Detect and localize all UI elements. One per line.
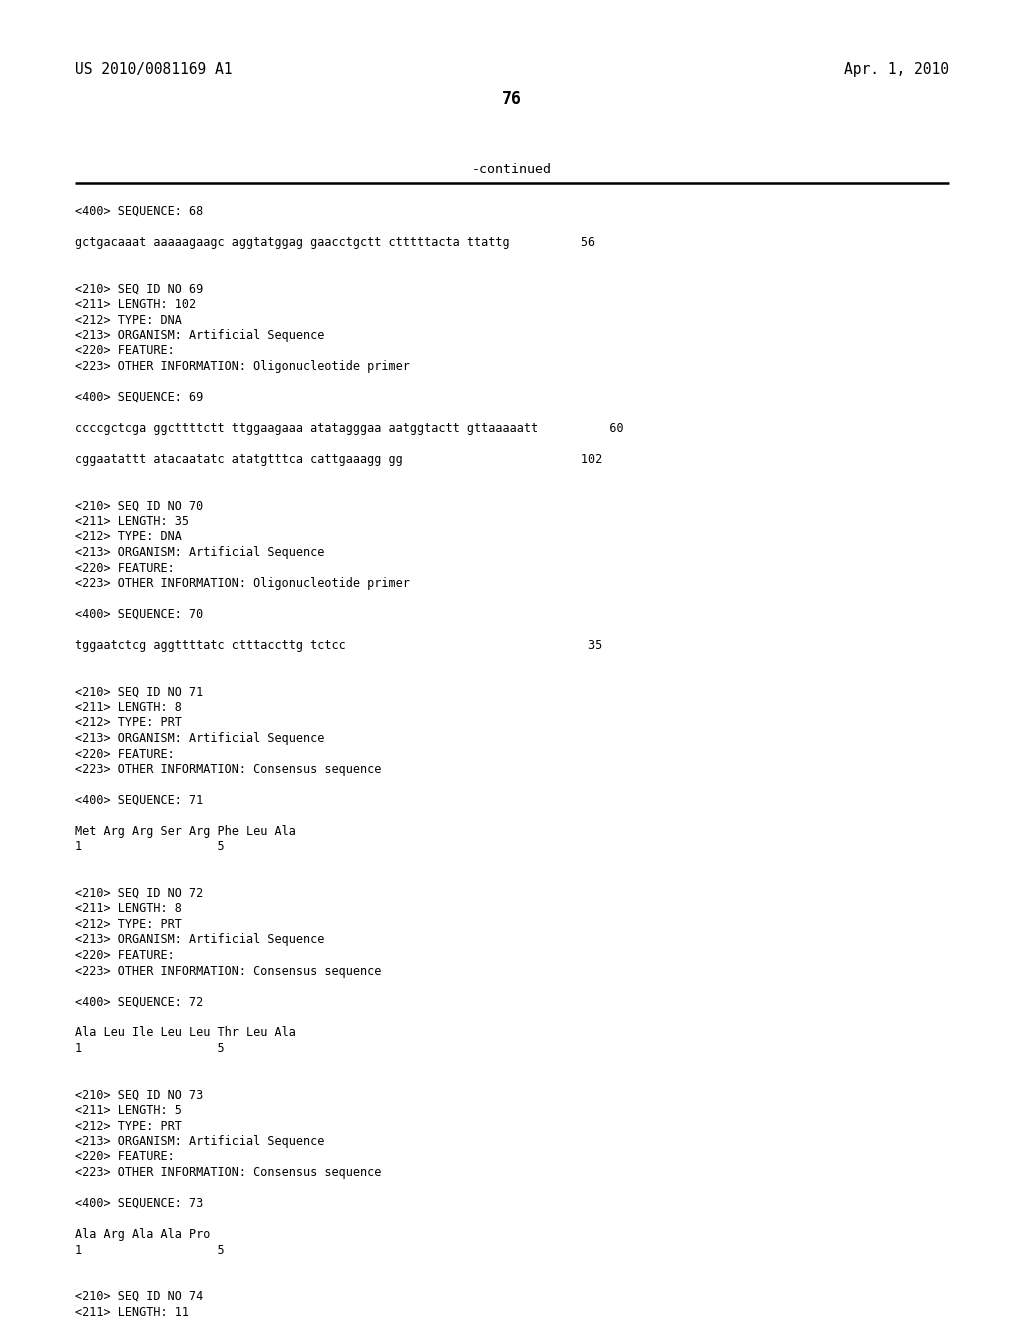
Text: Met Arg Arg Ser Arg Phe Leu Ala: Met Arg Arg Ser Arg Phe Leu Ala xyxy=(75,825,296,838)
Text: ccccgctcga ggcttttctt ttggaagaaa atatagggaa aatggtactt gttaaaaatt          60: ccccgctcga ggcttttctt ttggaagaaa atatagg… xyxy=(75,422,624,436)
Text: <400> SEQUENCE: 70: <400> SEQUENCE: 70 xyxy=(75,609,203,620)
Text: <212> TYPE: PRT: <212> TYPE: PRT xyxy=(75,1119,182,1133)
Text: <210> SEQ ID NO 73: <210> SEQ ID NO 73 xyxy=(75,1089,203,1101)
Text: <213> ORGANISM: Artificial Sequence: <213> ORGANISM: Artificial Sequence xyxy=(75,733,325,744)
Text: <210> SEQ ID NO 72: <210> SEQ ID NO 72 xyxy=(75,887,203,900)
Text: <220> FEATURE:: <220> FEATURE: xyxy=(75,561,175,574)
Text: <400> SEQUENCE: 72: <400> SEQUENCE: 72 xyxy=(75,995,203,1008)
Text: <223> OTHER INFORMATION: Oligonucleotide primer: <223> OTHER INFORMATION: Oligonucleotide… xyxy=(75,360,410,374)
Text: <400> SEQUENCE: 71: <400> SEQUENCE: 71 xyxy=(75,795,203,807)
Text: <220> FEATURE:: <220> FEATURE: xyxy=(75,949,175,962)
Text: 1                   5: 1 5 xyxy=(75,841,224,854)
Text: <220> FEATURE:: <220> FEATURE: xyxy=(75,1151,175,1163)
Text: <400> SEQUENCE: 73: <400> SEQUENCE: 73 xyxy=(75,1197,203,1210)
Text: <223> OTHER INFORMATION: Consensus sequence: <223> OTHER INFORMATION: Consensus seque… xyxy=(75,763,381,776)
Text: <212> TYPE: PRT: <212> TYPE: PRT xyxy=(75,917,182,931)
Text: 1                   5: 1 5 xyxy=(75,1243,224,1257)
Text: <213> ORGANISM: Artificial Sequence: <213> ORGANISM: Artificial Sequence xyxy=(75,329,325,342)
Text: <211> LENGTH: 11: <211> LENGTH: 11 xyxy=(75,1305,189,1319)
Text: <210> SEQ ID NO 74: <210> SEQ ID NO 74 xyxy=(75,1290,203,1303)
Text: <211> LENGTH: 35: <211> LENGTH: 35 xyxy=(75,515,189,528)
Text: Apr. 1, 2010: Apr. 1, 2010 xyxy=(844,62,949,77)
Text: <400> SEQUENCE: 69: <400> SEQUENCE: 69 xyxy=(75,391,203,404)
Text: <211> LENGTH: 8: <211> LENGTH: 8 xyxy=(75,903,182,916)
Text: <212> TYPE: DNA: <212> TYPE: DNA xyxy=(75,531,182,544)
Text: cggaatattt atacaatatc atatgtttca cattgaaagg gg                         102: cggaatattt atacaatatc atatgtttca cattgaa… xyxy=(75,453,602,466)
Text: Ala Leu Ile Leu Leu Thr Leu Ala: Ala Leu Ile Leu Leu Thr Leu Ala xyxy=(75,1027,296,1040)
Text: <223> OTHER INFORMATION: Consensus sequence: <223> OTHER INFORMATION: Consensus seque… xyxy=(75,1166,381,1179)
Text: 1                   5: 1 5 xyxy=(75,1041,224,1055)
Text: <213> ORGANISM: Artificial Sequence: <213> ORGANISM: Artificial Sequence xyxy=(75,546,325,558)
Text: <223> OTHER INFORMATION: Consensus sequence: <223> OTHER INFORMATION: Consensus seque… xyxy=(75,965,381,978)
Text: <210> SEQ ID NO 71: <210> SEQ ID NO 71 xyxy=(75,685,203,698)
Text: gctgacaaat aaaaagaagc aggtatggag gaacctgctt ctttttacta ttattg          56: gctgacaaat aaaaagaagc aggtatggag gaacctg… xyxy=(75,236,595,249)
Text: <400> SEQUENCE: 68: <400> SEQUENCE: 68 xyxy=(75,205,203,218)
Text: <220> FEATURE:: <220> FEATURE: xyxy=(75,747,175,760)
Text: <213> ORGANISM: Artificial Sequence: <213> ORGANISM: Artificial Sequence xyxy=(75,933,325,946)
Text: 76: 76 xyxy=(502,90,522,108)
Text: <212> TYPE: PRT: <212> TYPE: PRT xyxy=(75,717,182,730)
Text: <211> LENGTH: 8: <211> LENGTH: 8 xyxy=(75,701,182,714)
Text: -continued: -continued xyxy=(472,162,552,176)
Text: US 2010/0081169 A1: US 2010/0081169 A1 xyxy=(75,62,232,77)
Text: tggaatctcg aggttttatc ctttaccttg tctcc                                  35: tggaatctcg aggttttatc ctttaccttg tctcc 3… xyxy=(75,639,602,652)
Text: <210> SEQ ID NO 70: <210> SEQ ID NO 70 xyxy=(75,499,203,512)
Text: <220> FEATURE:: <220> FEATURE: xyxy=(75,345,175,358)
Text: <210> SEQ ID NO 69: <210> SEQ ID NO 69 xyxy=(75,282,203,296)
Text: <211> LENGTH: 5: <211> LENGTH: 5 xyxy=(75,1104,182,1117)
Text: <223> OTHER INFORMATION: Oligonucleotide primer: <223> OTHER INFORMATION: Oligonucleotide… xyxy=(75,577,410,590)
Text: <212> TYPE: DNA: <212> TYPE: DNA xyxy=(75,314,182,326)
Text: Ala Arg Ala Ala Pro: Ala Arg Ala Ala Pro xyxy=(75,1228,210,1241)
Text: <211> LENGTH: 102: <211> LENGTH: 102 xyxy=(75,298,197,312)
Text: <213> ORGANISM: Artificial Sequence: <213> ORGANISM: Artificial Sequence xyxy=(75,1135,325,1148)
